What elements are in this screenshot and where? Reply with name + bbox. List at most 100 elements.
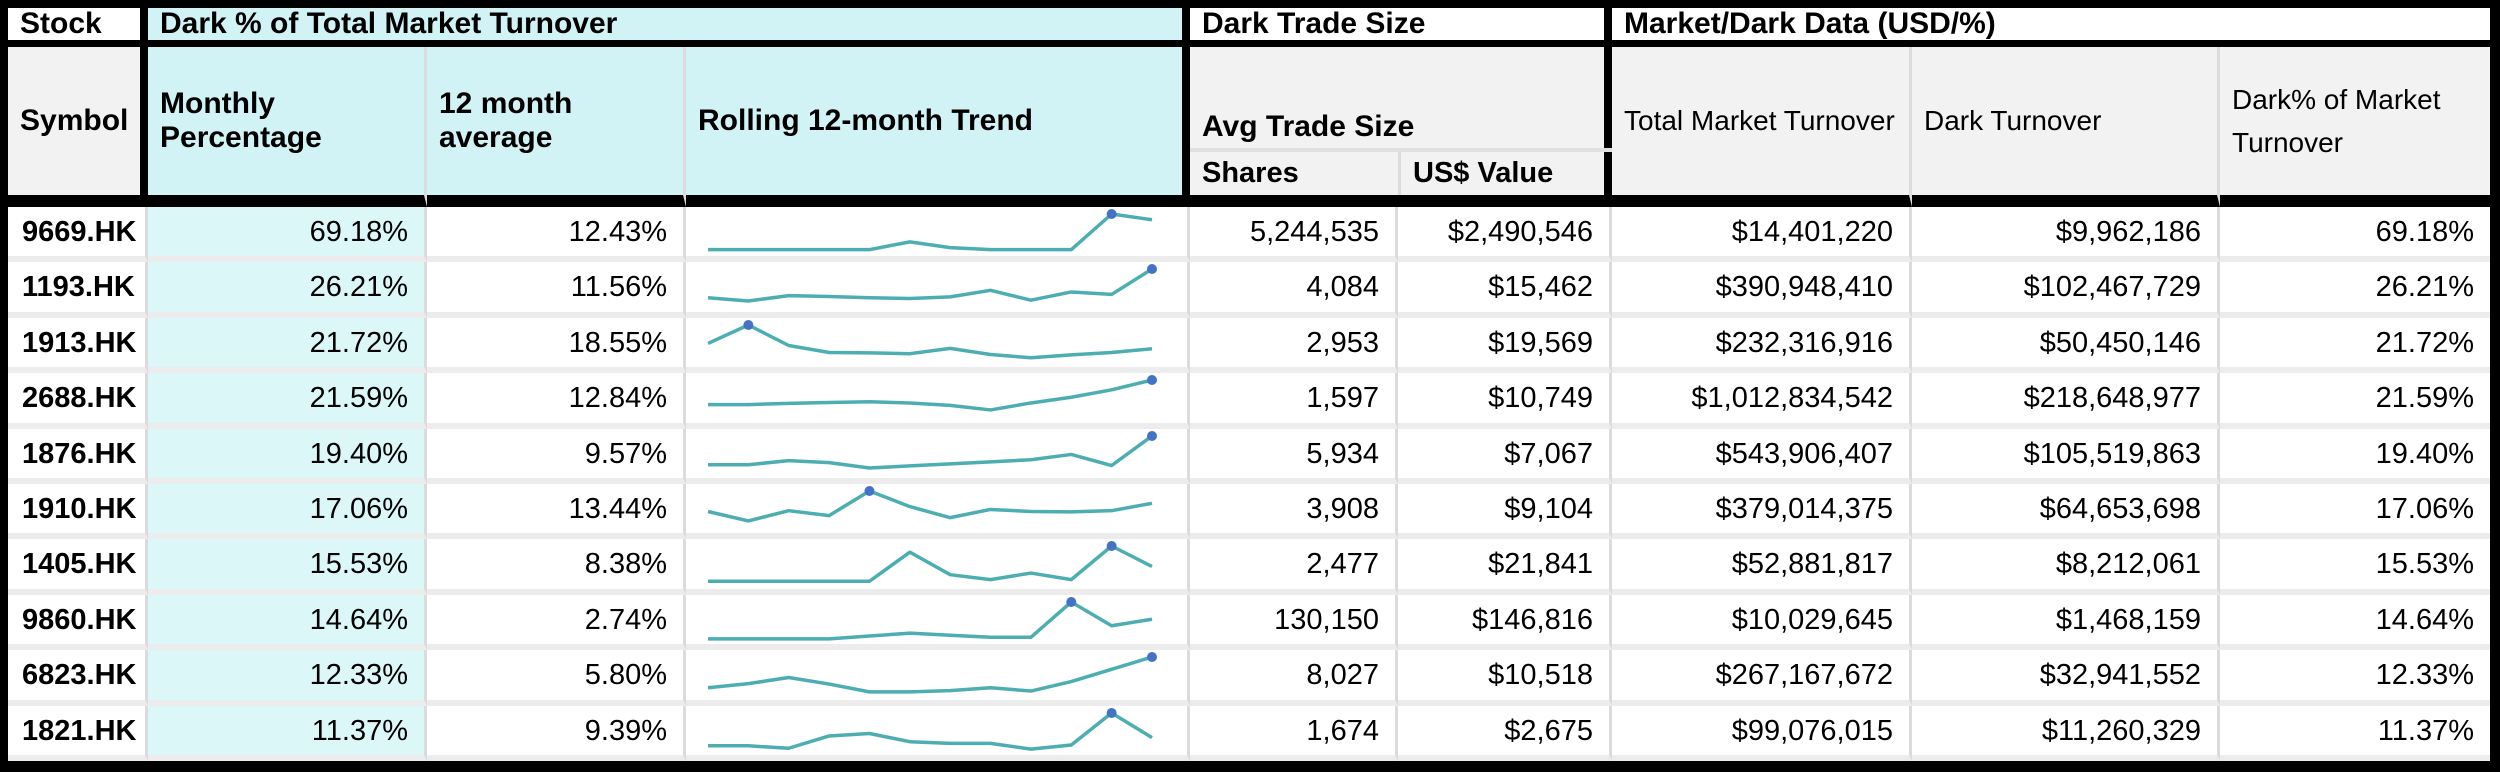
section-title-stock: Stock xyxy=(8,8,148,47)
cell-dark-turnover: $32,941,552 xyxy=(1912,650,2220,706)
cell-12-month-average: 12.43% xyxy=(427,207,686,263)
cell-symbol: 9860.HK xyxy=(8,594,148,651)
cell-dark-pct-of-market: 19.40% xyxy=(2220,428,2490,484)
cell-dark-pct-of-market: 17.06% xyxy=(2220,483,2490,540)
cell-total-market-turnover: $14,401,220 xyxy=(1612,207,1912,263)
cell-monthly-percentage: 21.59% xyxy=(148,373,427,429)
column-header-12-month-average: 12 month average xyxy=(427,47,686,207)
cell-shares: 130,150 xyxy=(1190,594,1398,651)
sparkline-chart xyxy=(708,375,1157,412)
cell-monthly-percentage: 11.37% xyxy=(148,705,427,761)
cell-total-market-turnover: $99,076,015 xyxy=(1612,705,1912,761)
cell-monthly-percentage: 14.64% xyxy=(148,594,427,651)
cell-dark-turnover: $11,260,329 xyxy=(1912,705,2220,761)
cell-usd-value: $2,675 xyxy=(1398,705,1612,761)
cell-12-month-average: 5.80% xyxy=(427,650,686,706)
sparkline-chart xyxy=(707,319,1153,360)
cell-12-month-average: 18.55% xyxy=(427,317,686,374)
cell-trend-sparkline xyxy=(686,373,1190,429)
cell-total-market-turnover: $10,029,645 xyxy=(1612,594,1912,651)
column-header-shares: Shares xyxy=(1202,157,1299,189)
cell-dark-turnover: $50,450,146 xyxy=(1912,317,2220,374)
cell-dark-turnover: $8,212,061 xyxy=(1912,539,2220,595)
cell-monthly-percentage: 19.40% xyxy=(148,428,427,484)
cell-trend-sparkline xyxy=(686,705,1190,761)
cell-usd-value: $15,462 xyxy=(1398,262,1612,318)
cell-dark-turnover: $64,653,698 xyxy=(1912,483,2220,540)
cell-12-month-average: 12.84% xyxy=(427,373,686,429)
sparkline-chart xyxy=(707,264,1157,304)
cell-symbol: 1821.HK xyxy=(8,705,148,761)
cell-monthly-percentage: 17.06% xyxy=(148,483,427,540)
cell-symbol: 1193.HK xyxy=(8,262,148,318)
cell-monthly-percentage: 69.18% xyxy=(148,207,427,263)
cell-symbol: 1913.HK xyxy=(8,317,148,374)
cell-monthly-percentage: 26.21% xyxy=(148,262,427,318)
cell-symbol: 2688.HK xyxy=(8,373,148,429)
cell-dark-turnover: $102,467,729 xyxy=(1912,262,2220,318)
cell-shares: 2,953 xyxy=(1190,317,1398,374)
cell-shares: 1,674 xyxy=(1190,705,1398,761)
cell-12-month-average: 9.57% xyxy=(427,428,686,484)
cell-total-market-turnover: $232,316,916 xyxy=(1612,317,1912,374)
cell-shares: 2,477 xyxy=(1190,539,1398,595)
column-header-avg-trade-size: Avg Trade Size xyxy=(1202,110,1415,143)
cell-total-market-turnover: $1,012,834,542 xyxy=(1612,373,1912,429)
column-header-usd-value: US$ Value xyxy=(1398,152,1612,195)
cell-usd-value: $2,490,546 xyxy=(1398,207,1612,263)
sparkline-chart xyxy=(708,596,1153,641)
cell-symbol: 1876.HK xyxy=(8,428,148,484)
sparkline-chart xyxy=(707,485,1153,523)
cell-trend-sparkline xyxy=(686,650,1190,706)
cell-trend-sparkline xyxy=(686,483,1190,540)
sparkline-chart xyxy=(707,652,1157,694)
sparkline-chart xyxy=(708,541,1153,584)
cell-trend-sparkline xyxy=(686,594,1190,651)
cell-usd-value: $19,569 xyxy=(1398,317,1612,374)
sparkline-chart xyxy=(708,707,1153,751)
column-header-monthly-percentage: Monthly Percentage xyxy=(148,47,427,207)
cell-shares: 5,934 xyxy=(1190,428,1398,484)
cell-dark-turnover: $1,468,159 xyxy=(1912,594,2220,651)
cell-total-market-turnover: $379,014,375 xyxy=(1612,483,1912,540)
cell-shares: 1,597 xyxy=(1190,373,1398,429)
cell-12-month-average: 11.56% xyxy=(427,262,686,318)
cell-dark-turnover: $9,962,186 xyxy=(1912,207,2220,263)
column-header-dark-pct-of-market: Dark% of Market Turnover xyxy=(2220,47,2490,207)
cell-dark-pct-of-market: 26.21% xyxy=(2220,262,2490,318)
cell-monthly-percentage: 15.53% xyxy=(148,539,427,595)
section-title-dark-trade-size: Dark Trade Size xyxy=(1190,8,1612,47)
cell-usd-value: $10,518 xyxy=(1398,650,1612,706)
cell-12-month-average: 13.44% xyxy=(427,483,686,540)
table-body: 9669.HK 69.18% 12.43% 5,244,535 $2,490,5… xyxy=(8,207,2490,761)
cell-usd-value: $146,816 xyxy=(1398,594,1612,651)
sparkline-chart xyxy=(708,209,1153,252)
cell-usd-value: $10,749 xyxy=(1398,373,1612,429)
cell-total-market-turnover: $390,948,410 xyxy=(1612,262,1912,318)
sparkline-chart xyxy=(708,430,1157,470)
cell-symbol: 1405.HK xyxy=(8,539,148,595)
cell-total-market-turnover: $543,906,407 xyxy=(1612,428,1912,484)
cell-12-month-average: 9.39% xyxy=(427,705,686,761)
cell-symbol: 6823.HK xyxy=(8,650,148,706)
column-header-dark-turnover: Dark Turnover xyxy=(1912,47,2220,207)
cell-monthly-percentage: 21.72% xyxy=(148,317,427,374)
cell-12-month-average: 2.74% xyxy=(427,594,686,651)
cell-symbol: 9669.HK xyxy=(8,207,148,263)
cell-total-market-turnover: $52,881,817 xyxy=(1612,539,1912,595)
subheader-divider xyxy=(1190,148,1612,152)
cell-trend-sparkline xyxy=(686,317,1190,374)
column-header-avg-trade-size-group: Avg Trade Size Shares US$ Value xyxy=(1190,47,1612,207)
section-title-market-dark-data: Market/Dark Data (USD/%) xyxy=(1612,8,2490,47)
cell-shares: 5,244,535 xyxy=(1190,207,1398,263)
cell-symbol: 1910.HK xyxy=(8,483,148,540)
cell-monthly-percentage: 12.33% xyxy=(148,650,427,706)
cell-dark-pct-of-market: 14.64% xyxy=(2220,594,2490,651)
cell-total-market-turnover: $267,167,672 xyxy=(1612,650,1912,706)
column-header-rolling-trend: Rolling 12-month Trend xyxy=(686,47,1190,207)
cell-trend-sparkline xyxy=(686,428,1190,484)
cell-dark-pct-of-market: 12.33% xyxy=(2220,650,2490,706)
cell-trend-sparkline xyxy=(686,207,1190,263)
cell-dark-turnover: $218,648,977 xyxy=(1912,373,2220,429)
